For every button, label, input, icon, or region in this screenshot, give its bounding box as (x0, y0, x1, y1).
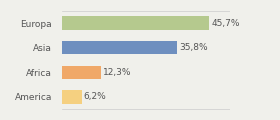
Text: 35,8%: 35,8% (179, 43, 208, 52)
Bar (62, 90, 82, 104)
Bar (62, 66, 101, 79)
Bar (62, 16, 209, 30)
Text: 6,2%: 6,2% (83, 92, 106, 101)
Text: 12,3%: 12,3% (103, 68, 132, 77)
Bar (62, 41, 177, 54)
Text: 45,7%: 45,7% (211, 19, 240, 28)
